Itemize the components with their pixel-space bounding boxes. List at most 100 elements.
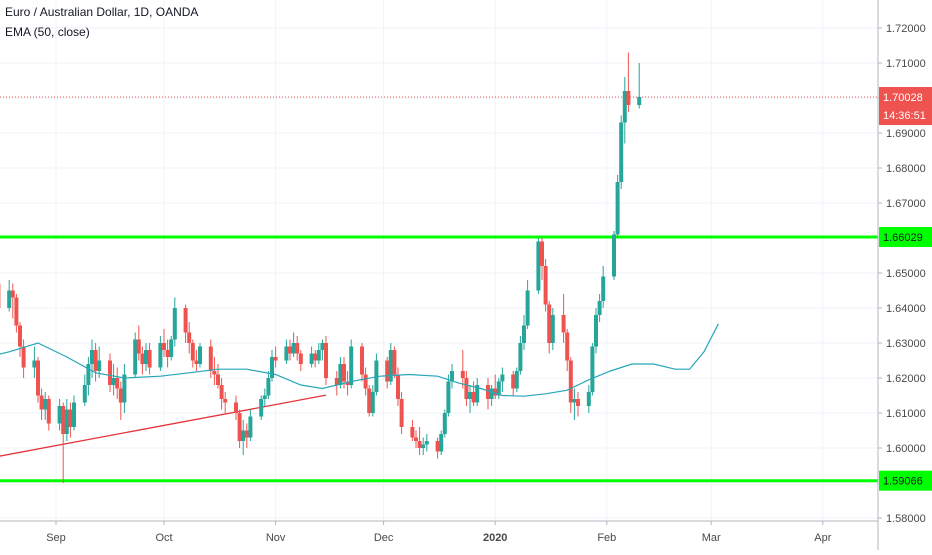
candle[interactable] <box>468 385 472 413</box>
candle[interactable] <box>115 368 119 400</box>
candle[interactable] <box>410 420 414 441</box>
candle[interactable] <box>565 329 569 371</box>
candle[interactable] <box>234 396 238 421</box>
candle[interactable] <box>14 294 18 333</box>
candle[interactable] <box>191 340 195 368</box>
candle[interactable] <box>371 385 375 417</box>
candle[interactable] <box>223 392 227 413</box>
candle[interactable] <box>313 350 317 368</box>
candle[interactable] <box>374 354 378 396</box>
candle[interactable] <box>472 382 476 407</box>
candle[interactable] <box>490 385 494 406</box>
candle[interactable] <box>522 315 526 350</box>
candle[interactable] <box>443 410 447 438</box>
candle[interactable] <box>619 116 623 190</box>
candle[interactable] <box>324 336 328 385</box>
candle[interactable] <box>389 343 393 385</box>
candle[interactable] <box>414 431 418 449</box>
candle[interactable] <box>385 357 389 389</box>
candle[interactable] <box>551 308 555 350</box>
candle[interactable] <box>169 336 173 361</box>
candle[interactable] <box>569 357 573 413</box>
candle[interactable] <box>461 350 465 389</box>
candle[interactable] <box>11 284 15 319</box>
candle[interactable] <box>364 368 368 396</box>
candle[interactable] <box>209 340 213 379</box>
candle[interactable] <box>216 364 220 389</box>
candle[interactable] <box>446 375 450 417</box>
candle[interactable] <box>61 403 65 484</box>
candle[interactable] <box>518 336 522 375</box>
candle[interactable] <box>274 347 278 368</box>
candle[interactable] <box>158 336 162 371</box>
candle[interactable] <box>173 298 177 347</box>
candle[interactable] <box>547 301 551 354</box>
candle[interactable] <box>511 371 515 396</box>
candle[interactable] <box>317 343 321 364</box>
candle[interactable] <box>32 347 36 379</box>
candle[interactable] <box>65 399 69 441</box>
candle[interactable] <box>119 382 123 421</box>
candle[interactable] <box>58 399 62 431</box>
candle[interactable] <box>292 333 296 358</box>
candle[interactable] <box>122 364 126 413</box>
candle[interactable] <box>245 424 249 449</box>
candle[interactable] <box>616 175 620 238</box>
candle[interactable] <box>450 364 454 389</box>
candle[interactable] <box>436 438 440 459</box>
candle[interactable] <box>500 368 504 393</box>
candle[interactable] <box>562 294 566 343</box>
candle[interactable] <box>68 403 72 438</box>
candle[interactable] <box>238 410 242 449</box>
candle[interactable] <box>425 434 429 452</box>
candle[interactable] <box>166 340 170 368</box>
candle[interactable] <box>572 389 576 421</box>
candle[interactable] <box>270 350 274 382</box>
candle[interactable] <box>220 378 224 410</box>
candle[interactable] <box>418 427 422 455</box>
candle[interactable] <box>47 396 51 431</box>
candle[interactable] <box>212 357 216 385</box>
candle[interactable] <box>536 238 540 294</box>
candle[interactable] <box>184 305 188 344</box>
candle[interactable] <box>439 431 443 456</box>
candle[interactable] <box>515 368 519 393</box>
candle[interactable] <box>626 53 630 113</box>
candle[interactable] <box>464 371 468 406</box>
candle[interactable] <box>259 396 263 421</box>
candle[interactable] <box>162 329 166 357</box>
candle[interactable] <box>194 350 198 371</box>
candle[interactable] <box>241 420 245 455</box>
candle[interactable] <box>497 378 501 399</box>
candle[interactable] <box>299 350 303 371</box>
candle[interactable] <box>187 322 191 354</box>
candle[interactable] <box>396 368 400 407</box>
candle[interactable] <box>367 385 371 417</box>
candle[interactable] <box>400 392 404 434</box>
candle[interactable] <box>475 378 479 406</box>
candle[interactable] <box>133 333 137 379</box>
candle[interactable] <box>544 259 548 312</box>
candle[interactable] <box>248 410 252 442</box>
candle[interactable] <box>140 347 144 375</box>
candle[interactable] <box>360 343 364 382</box>
candle[interactable] <box>137 326 141 361</box>
candle[interactable] <box>144 343 148 371</box>
candle[interactable] <box>612 231 616 280</box>
candle[interactable] <box>637 63 641 109</box>
candle[interactable] <box>623 77 627 144</box>
candle[interactable] <box>392 347 396 379</box>
candle[interactable] <box>335 371 339 396</box>
candle[interactable] <box>263 389 267 407</box>
candle[interactable] <box>72 396 76 431</box>
candle[interactable] <box>266 371 270 399</box>
candle[interactable] <box>148 343 152 375</box>
candle[interactable] <box>594 308 598 354</box>
candle[interactable] <box>598 294 602 322</box>
candle[interactable] <box>295 336 299 361</box>
candle[interactable] <box>526 280 530 329</box>
candle[interactable] <box>540 238 544 280</box>
candle[interactable] <box>43 392 47 420</box>
